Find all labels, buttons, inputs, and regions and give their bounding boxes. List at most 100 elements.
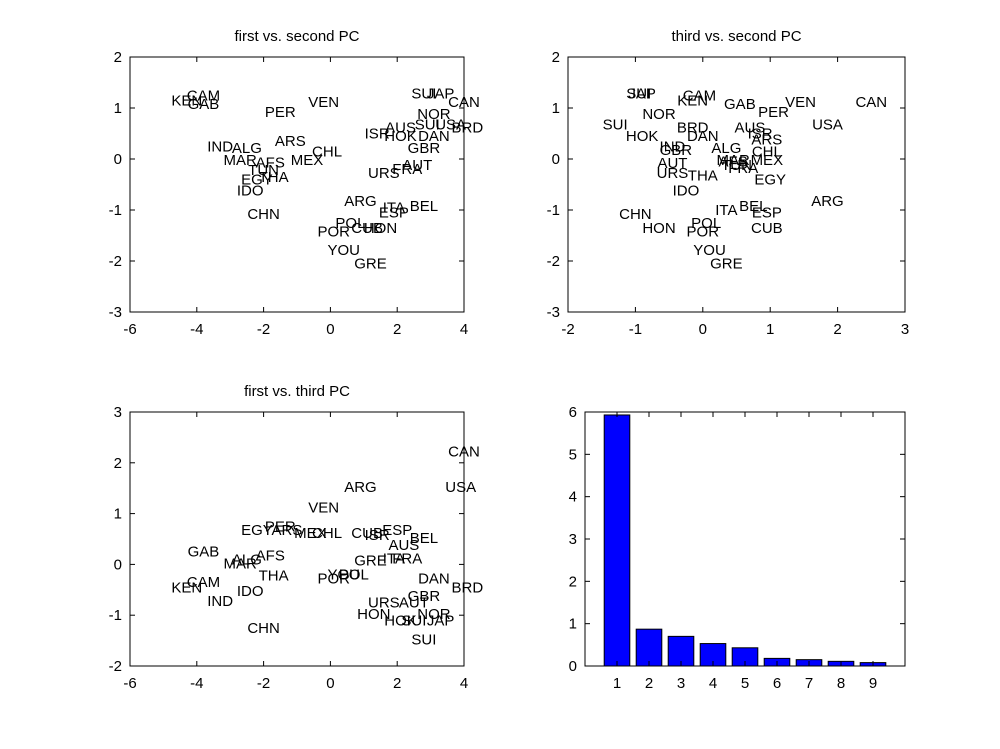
point-label-you: YOU — [328, 567, 361, 584]
point-label-dan: DAN — [418, 128, 450, 145]
point-label-afs: AFS — [256, 547, 285, 564]
point-label-cub: CUB — [351, 220, 383, 237]
point-label-sui: SUI — [411, 86, 436, 103]
point-label-fra: FRA — [392, 161, 422, 178]
point-label-chl: CHL — [312, 525, 342, 542]
x-tick-label: 2 — [833, 321, 841, 338]
x-tick-label: 4 — [460, 675, 468, 692]
point-label-gab: GAB — [188, 544, 220, 561]
point-label-gbr: GBR — [660, 142, 693, 159]
x-tick-label: -4 — [190, 321, 203, 338]
point-label-you: YOU — [328, 242, 361, 259]
y-tick-label: 0 — [552, 151, 560, 168]
point-label-mar: MAR — [224, 152, 258, 169]
point-label-aut: AUT — [657, 155, 687, 172]
x-tick-label: 0 — [699, 321, 707, 338]
point-label-esp: ESP — [382, 522, 412, 539]
x-tick-label: 4 — [460, 321, 468, 338]
bar-2 — [635, 628, 663, 667]
x-tick-label: 8 — [837, 675, 845, 692]
point-label-aus: AUS — [385, 119, 416, 136]
plot-frame — [567, 56, 906, 313]
point-label-cub: CUB — [751, 220, 783, 237]
y-tick-label: 0 — [114, 556, 122, 573]
point-label-arg: ARG — [344, 193, 377, 210]
x-tick-label: -6 — [123, 321, 136, 338]
point-label-chn: CHN — [247, 620, 280, 637]
point-label-urs: URS — [368, 595, 400, 612]
point-label-afs: AFS — [719, 154, 748, 171]
scatter-panel-first-vs-third: first vs. third PC -2 -1 0 1 2 3 -6 -4 -2 0 2 4 CAN US… — [109, 383, 484, 692]
point-label-hok: HOK — [384, 612, 417, 629]
point-label-jap: JAP — [427, 612, 455, 629]
point-label-ven: VEN — [308, 500, 339, 517]
point-label-isr: ISR — [365, 527, 390, 544]
point-label-gre: GRE — [354, 552, 387, 569]
point-label-bel: BEL — [410, 198, 438, 215]
point-label-egy: EGY — [754, 171, 786, 188]
point-label-mar: MAR — [716, 152, 750, 169]
y-tick-label: 0 — [569, 658, 577, 675]
point-label-can: CAN — [855, 94, 887, 111]
point-label-hok: HOK — [384, 128, 417, 145]
y-tick-label: 6 — [569, 404, 577, 421]
point-label-chl: CHL — [752, 143, 782, 160]
x-tick-label: 2 — [645, 675, 653, 692]
y-tick-label: -3 — [109, 304, 122, 321]
point-label-tha: THA — [259, 568, 289, 585]
plot-frame — [129, 411, 465, 667]
point-label-ars: ARS — [272, 522, 303, 539]
panel-title: first vs. third PC — [244, 383, 350, 400]
y-tick-label: 2 — [552, 49, 560, 66]
point-label-urs: URS — [368, 165, 400, 182]
point-label-ven: VEN — [785, 94, 816, 111]
panel-title: first vs. second PC — [234, 28, 359, 45]
point-label-nor: NOR — [417, 606, 451, 623]
point-label-pol: POL — [691, 215, 721, 232]
point-label-pol: POL — [335, 215, 365, 232]
x-tick-label: -2 — [561, 321, 574, 338]
y-tick-label: -1 — [547, 202, 560, 219]
point-label-ven: VEN — [308, 94, 339, 111]
point-label-usa: USA — [812, 116, 843, 133]
point-label-esp: ESP — [379, 205, 409, 222]
point-label-nor: NOR — [642, 106, 676, 123]
point-label-you: YOU — [693, 242, 726, 259]
point-label-dan: DAN — [418, 571, 450, 588]
point-label-jap: JAP — [427, 86, 455, 103]
point-label-ita: ITA — [715, 202, 737, 219]
y-tick-label: 2 — [114, 49, 122, 66]
point-label-pol: POL — [339, 567, 369, 584]
point-label-usa: USA — [445, 479, 476, 496]
point-label-can: CAN — [448, 444, 480, 461]
point-label-cam: CAM — [683, 87, 716, 104]
point-label-gre: GRE — [354, 256, 387, 273]
point-label-ind: IND — [207, 138, 233, 155]
x-tick-label: 6 — [773, 675, 781, 692]
y-tick-label: -3 — [547, 304, 560, 321]
y-tick-label: -2 — [109, 253, 122, 270]
x-tick-label: 0 — [326, 675, 334, 692]
point-label-per: PER — [265, 518, 296, 535]
y-tick-label: 3 — [114, 404, 122, 421]
point-label-isr: ISR — [365, 126, 390, 143]
y-tick-label: 0 — [114, 151, 122, 168]
point-label-brd: BRD — [452, 119, 484, 136]
point-label-sui: SUI — [415, 116, 440, 133]
point-label-aut: AUT — [402, 157, 432, 174]
point-label-ita: ITA — [383, 550, 405, 567]
point-label-brd: BRD — [677, 119, 709, 136]
point-label-gab: GAB — [188, 96, 220, 113]
point-label-arg: ARG — [811, 193, 844, 210]
point-label-gbr: GBR — [408, 140, 441, 157]
point-label-arg: ARG — [344, 479, 377, 496]
point-label-gre: GRE — [710, 256, 743, 273]
point-label-tun: TUN — [721, 157, 752, 174]
point-label-bel: BEL — [410, 530, 438, 547]
point-label-chl: CHL — [312, 143, 342, 160]
point-label-isr: ISR — [748, 126, 773, 143]
point-label-sui: SUI — [411, 632, 436, 649]
y-tick-label: 4 — [569, 489, 577, 506]
y-tick-label: 1 — [552, 100, 560, 117]
x-tick-label: -4 — [190, 675, 203, 692]
